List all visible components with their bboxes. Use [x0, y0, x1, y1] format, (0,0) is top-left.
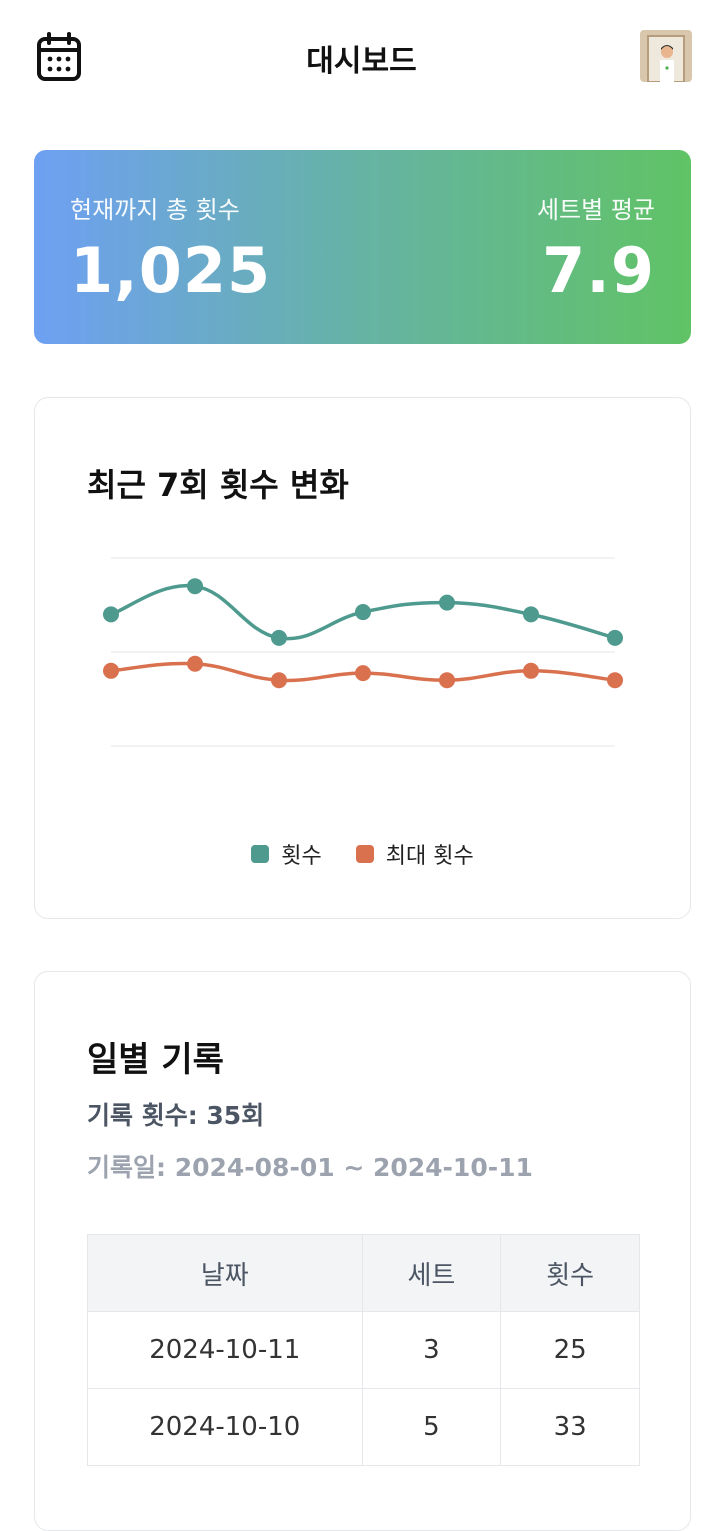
avg-per-set-label: 세트별 평균 [536, 196, 655, 224]
data-point-series-0-4[interactable] [439, 594, 455, 611]
legend-item-reps[interactable]: 횟수 [251, 838, 322, 870]
cell-reps: 33 [500, 1388, 640, 1466]
cell-date: 2024-10-11 [87, 1311, 363, 1389]
cell-reps: 25 [500, 1311, 640, 1389]
page-title: 대시보드 [306, 44, 417, 79]
legend-item-max-reps[interactable]: 최대 횟수 [355, 838, 474, 870]
records-count: 기록 횟수: 35회 [87, 1101, 265, 1130]
table-header-row: 날짜 세트 횟수 [87, 1234, 640, 1312]
cell-sets: 5 [361, 1388, 502, 1466]
data-point-series-0-3[interactable] [355, 604, 371, 621]
data-point-series-1-4[interactable] [439, 672, 455, 689]
data-point-series-1-5[interactable] [523, 662, 539, 679]
user-avatar[interactable] [640, 30, 692, 82]
data-point-series-0-6[interactable] [607, 629, 623, 646]
cell-date: 2024-10-10 [87, 1388, 363, 1466]
records-title: 일별 기록 [87, 1040, 224, 1080]
calendar-icon[interactable] [36, 32, 82, 82]
daily-records-card: 일별 기록 기록 횟수: 35회 기록일: 2024-08-01 ~ 2024-… [34, 971, 691, 1531]
legend-swatch-reps [251, 845, 270, 863]
legend-label-reps: 횟수 [281, 844, 322, 869]
data-point-series-1-0[interactable] [103, 662, 119, 679]
recent-reps-chart-card: 최근 7회 횟수 변화 횟수 최대 횟수 [34, 397, 691, 919]
records-date-range: 기록일: 2024-08-01 ~ 2024-10-11 [87, 1153, 533, 1182]
records-table: 날짜 세트 횟수 2024-10-11 3 25 2024-10-10 5 33 [87, 1234, 640, 1466]
legend-swatch-max-reps [355, 845, 374, 863]
chart-title: 최근 7회 횟수 변화 [87, 466, 349, 504]
data-point-series-0-5[interactable] [523, 606, 539, 623]
column-header-date[interactable]: 날짜 [87, 1234, 363, 1312]
data-point-series-0-2[interactable] [271, 629, 287, 646]
column-header-reps[interactable]: 횟수 [500, 1234, 640, 1312]
table-row[interactable]: 2024-10-11 3 25 [87, 1311, 640, 1389]
stats-summary-card: 현재까지 총 횟수 1,025 세트별 평균 7.9 [34, 150, 691, 344]
data-point-series-1-1[interactable] [187, 655, 203, 672]
avg-per-set-value: 7.9 [542, 234, 655, 307]
data-point-series-1-3[interactable] [355, 665, 371, 682]
table-row[interactable]: 2024-10-10 5 33 [87, 1388, 640, 1466]
data-point-series-1-6[interactable] [607, 672, 623, 689]
app-header: 대시보드 [0, 0, 723, 112]
cell-sets: 3 [361, 1311, 502, 1389]
total-reps-label: 현재까지 총 횟수 [70, 196, 240, 224]
data-point-series-0-1[interactable] [187, 578, 203, 595]
column-header-sets[interactable]: 세트 [361, 1234, 502, 1312]
legend-label-max-reps: 최대 횟수 [385, 844, 474, 869]
line-chart [103, 557, 623, 747]
chart-legend: 횟수 최대 횟수 [35, 838, 690, 870]
total-reps-value: 1,025 [70, 234, 272, 307]
data-point-series-0-0[interactable] [103, 606, 119, 623]
data-point-series-1-2[interactable] [271, 672, 287, 689]
